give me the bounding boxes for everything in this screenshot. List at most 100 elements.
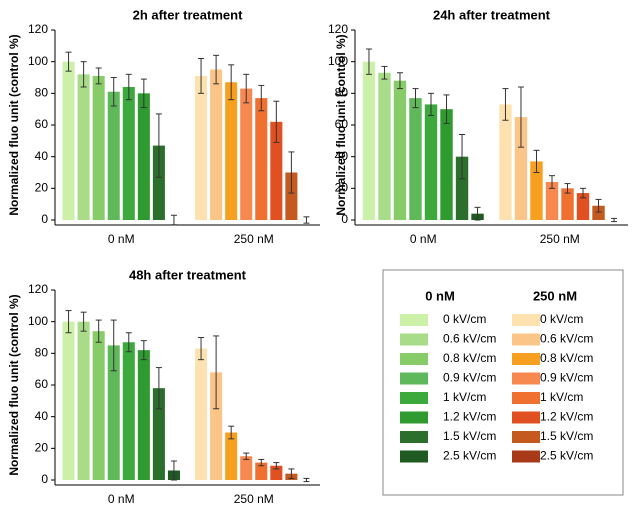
legend-swatch (512, 353, 540, 365)
legend-label: 0 kV/cm (540, 312, 583, 326)
bar (255, 98, 268, 220)
legend-swatch (400, 372, 428, 385)
y-tick-label: 100 (328, 54, 348, 68)
bar (137, 350, 150, 480)
x-tick-label: 250 nM (540, 232, 580, 246)
bar (362, 61, 376, 220)
bar (122, 342, 135, 480)
y-tick-label: 0 (41, 472, 48, 486)
bar (440, 109, 453, 220)
bar (424, 104, 438, 220)
legend-title: 250 nM (533, 288, 577, 303)
bar (62, 61, 75, 220)
bar (122, 87, 135, 220)
legend-swatch (400, 392, 428, 404)
legend-label: 0.8 kV/cm (540, 351, 593, 365)
legend-label: 1.2 kV/cm (540, 410, 593, 424)
y-tick-label: 60 (35, 377, 49, 391)
y-tick-label: 100 (28, 314, 48, 328)
legend-swatch (400, 411, 428, 424)
bar (210, 372, 223, 480)
y-tick-label: 20 (35, 441, 49, 455)
bar (195, 75, 208, 221)
bar (545, 182, 559, 220)
legend-swatch (512, 431, 540, 443)
y-tick-label: 20 (335, 181, 349, 195)
legend-swatch (400, 431, 428, 443)
bar (107, 91, 120, 220)
bar (393, 80, 407, 221)
y-tick-label: 100 (28, 54, 48, 68)
bar (409, 98, 422, 220)
y-tick-label: 60 (335, 117, 349, 131)
bar (455, 156, 469, 220)
y-tick-label: 120 (28, 22, 48, 36)
bar (378, 72, 391, 220)
chart-title: 2h after treatment (133, 7, 243, 22)
y-axis-label: Normalized fluo unit (control %) (7, 294, 21, 475)
bar (152, 145, 165, 220)
y-tick-label: 80 (35, 86, 49, 100)
legend-swatch (400, 353, 428, 365)
y-axis-label: Normalized fluo unit (control %) (7, 34, 21, 215)
bar (77, 321, 90, 480)
x-tick-label: 0 nM (108, 492, 135, 506)
bar (255, 462, 268, 480)
legend-label: 0.9 kV/cm (443, 371, 496, 385)
x-tick-label: 250 nM (234, 492, 274, 506)
bar (285, 172, 298, 220)
bar (592, 205, 605, 220)
chart-title: 24h after treatment (433, 7, 551, 22)
bar (225, 432, 238, 480)
bar (561, 188, 574, 220)
y-axis-label: Normalized fluo unit (control %) (334, 34, 348, 215)
legend-label: 1.5 kV/cm (540, 429, 593, 443)
legend-swatch (512, 392, 540, 404)
bar (576, 193, 590, 220)
bar (62, 321, 75, 480)
legend-label: 0.6 kV/cm (443, 332, 496, 346)
x-tick-label: 0 nM (108, 232, 135, 246)
legend-swatch (512, 333, 540, 346)
legend-swatch (512, 372, 540, 385)
legend-label: 2.5 kV/cm (540, 449, 593, 463)
legend-label: 0.6 kV/cm (540, 332, 593, 346)
y-tick-label: 60 (35, 117, 49, 131)
legend-label: 0.9 kV/cm (540, 371, 593, 385)
bar (195, 348, 208, 480)
bar (240, 456, 253, 480)
bar (270, 465, 283, 480)
legend-label: 2.5 kV/cm (443, 449, 496, 463)
bar (92, 331, 105, 480)
y-tick-label: 0 (41, 212, 48, 226)
bar (152, 388, 165, 480)
y-tick-label: 0 (341, 212, 348, 226)
y-tick-label: 120 (328, 22, 348, 36)
legend-swatch (512, 314, 540, 326)
x-tick-label: 250 nM (234, 232, 274, 246)
y-tick-label: 40 (35, 409, 49, 423)
y-tick-label: 40 (35, 149, 49, 163)
legend-swatch (512, 450, 540, 463)
bar (514, 117, 528, 220)
legend-label: 1 kV/cm (540, 390, 583, 404)
bar (137, 93, 150, 220)
bar (530, 161, 543, 220)
legend-label: 1.5 kV/cm (443, 429, 496, 443)
bar (240, 88, 253, 220)
y-tick-label: 20 (35, 181, 49, 195)
legend-swatch (512, 411, 540, 424)
legend-title: 0 nM (425, 288, 455, 303)
x-tick-label: 0 nM (410, 232, 437, 246)
legend-label: 1 kV/cm (443, 390, 486, 404)
y-tick-label: 40 (335, 149, 349, 163)
bar (210, 69, 223, 220)
legend-swatch (400, 314, 428, 326)
legend-label: 0.8 kV/cm (443, 351, 496, 365)
y-tick-label: 120 (28, 282, 48, 296)
bar (77, 74, 90, 220)
bar (225, 82, 238, 220)
bar (499, 104, 512, 220)
bar (270, 121, 283, 220)
